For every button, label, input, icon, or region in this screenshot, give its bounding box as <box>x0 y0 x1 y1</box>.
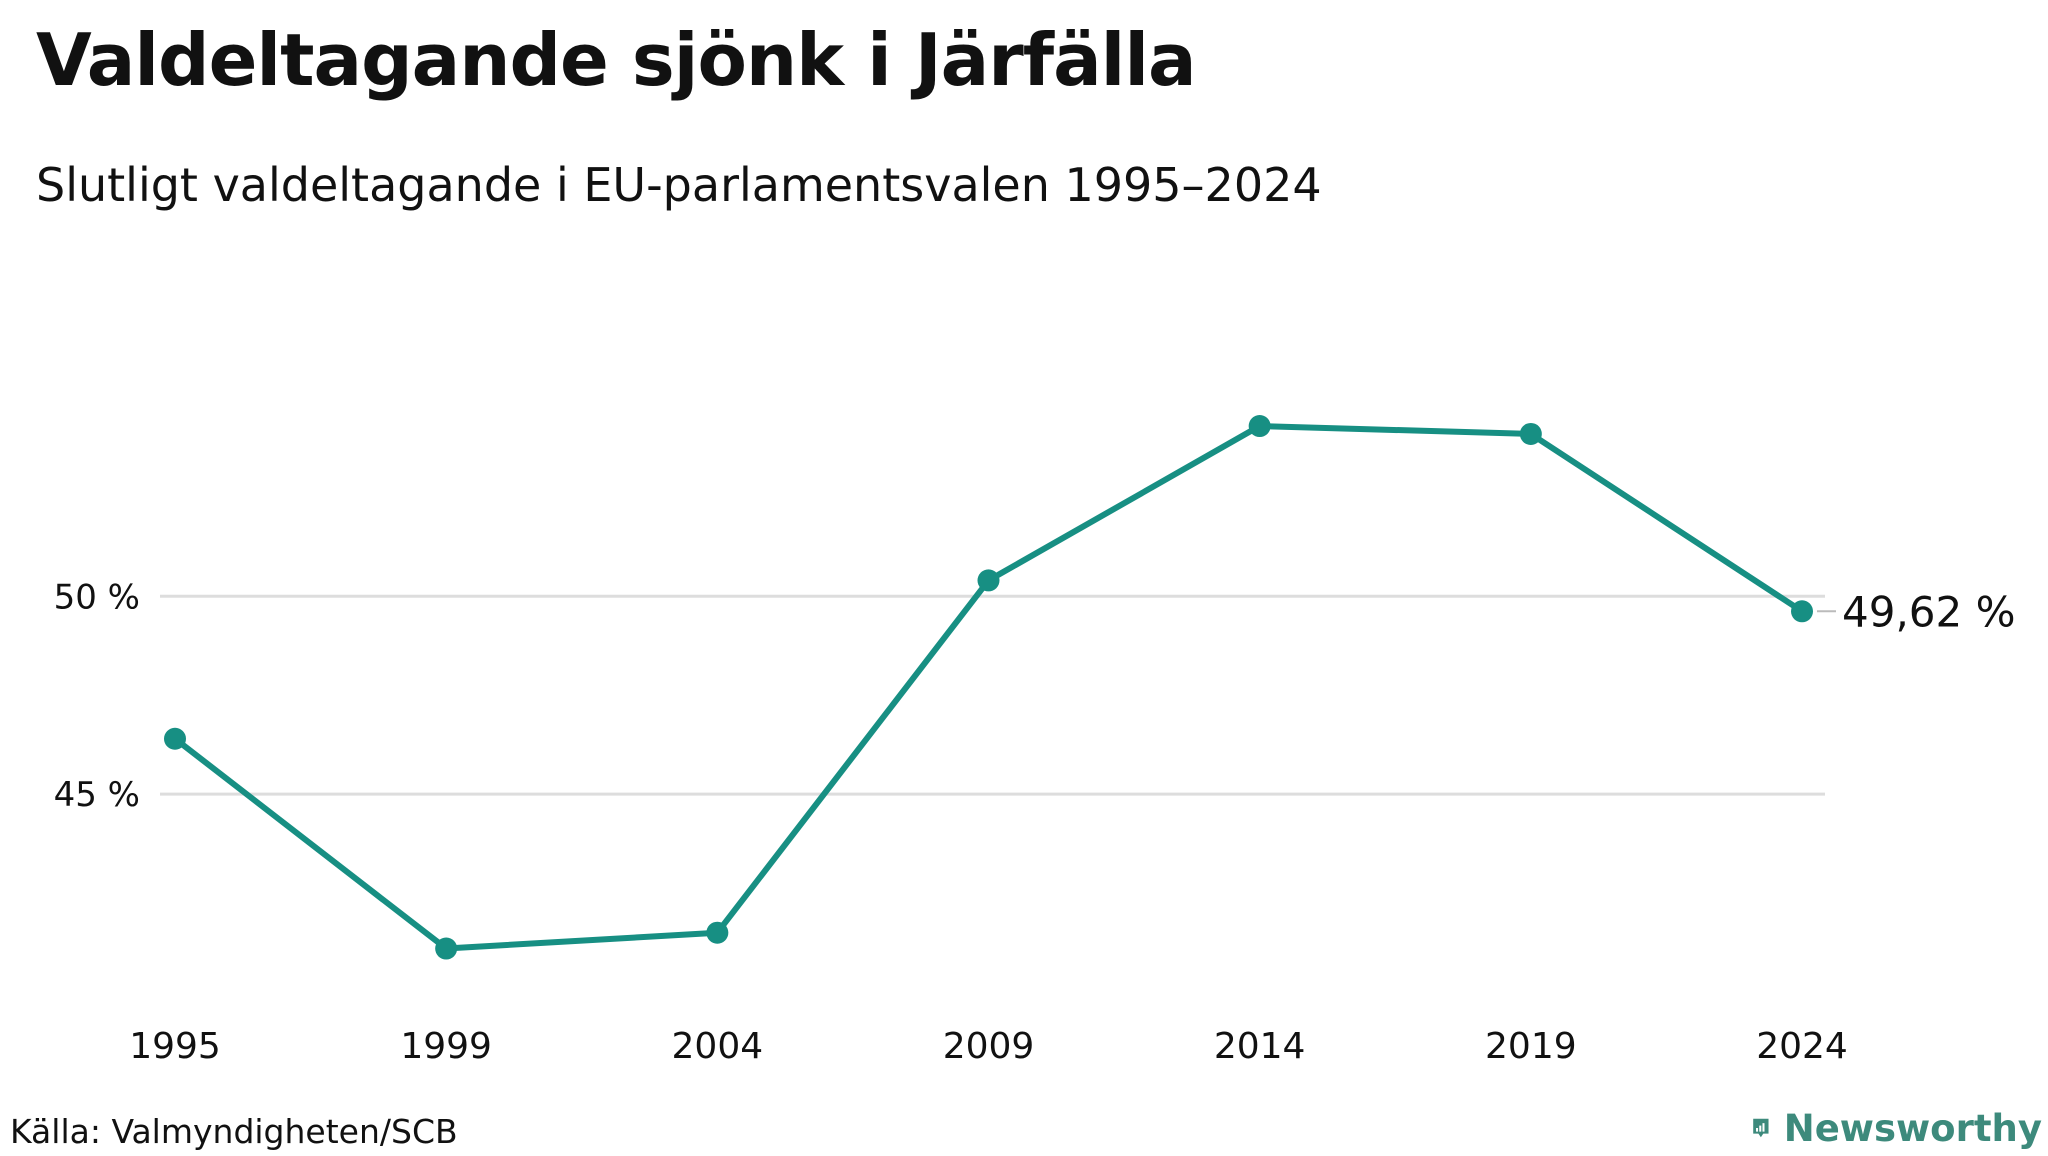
brand-name: Newsworthy <box>1783 1106 2042 1150</box>
data-point <box>1519 422 1542 445</box>
data-point <box>977 569 1000 592</box>
x-tick-label: 2019 <box>1485 1026 1577 1067</box>
chart-subtitle: Slutligt valdeltagande i EU-parlamentsva… <box>36 158 1322 212</box>
y-axis-ticks: 45 % 50 % <box>54 577 140 815</box>
y-tick-label: 50 % <box>54 577 140 617</box>
brand-logo: Newsworthy <box>1752 1100 2042 1156</box>
data-point <box>1248 415 1271 438</box>
x-tick-label: 1999 <box>400 1026 492 1067</box>
last-value-label: 49,62 % <box>1842 587 2016 636</box>
data-point <box>164 727 186 750</box>
data-point <box>1791 600 1813 623</box>
bar-chart-speech-bubble-icon <box>1753 1118 1769 1138</box>
data-point <box>706 921 729 944</box>
x-tick-label: 2024 <box>1756 1026 1848 1067</box>
series <box>164 415 1813 960</box>
source-note: Källa: Valmyndigheten/SCB <box>10 1112 458 1151</box>
x-axis-ticks: 1995 1999 2004 2009 2014 2019 2024 <box>129 1026 1848 1067</box>
x-tick-label: 1995 <box>129 1026 221 1067</box>
x-tick-label: 2014 <box>1214 1026 1306 1067</box>
x-tick-label: 2009 <box>943 1026 1035 1067</box>
series-line <box>172 423 1805 952</box>
data-labels: 49,62 % <box>1817 587 2016 636</box>
x-tick-label: 2004 <box>672 1026 764 1067</box>
data-point <box>435 937 458 960</box>
chart-title: Valdeltagande sjönk i Järfälla <box>36 18 1197 102</box>
y-tick-label: 45 % <box>54 775 140 815</box>
gridlines <box>160 594 1825 796</box>
